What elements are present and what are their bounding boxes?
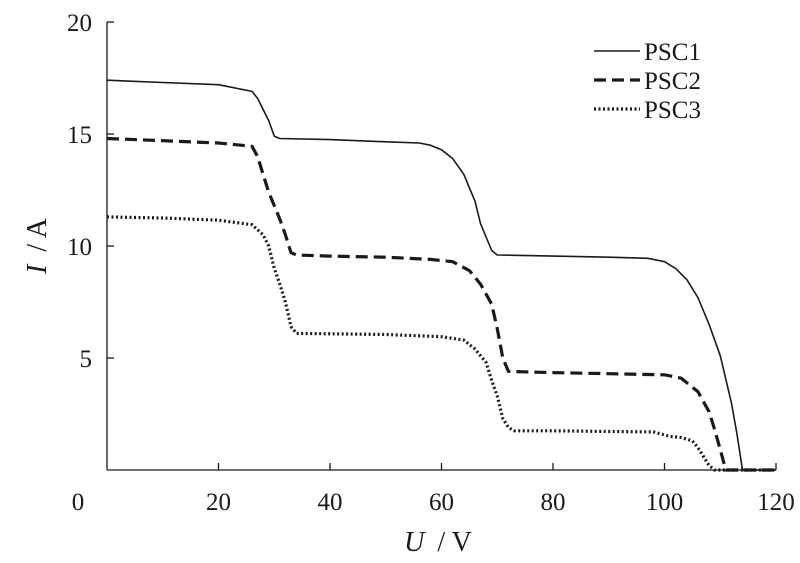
legend-label-psc3: PSC3 (644, 97, 701, 124)
y-tick-label: 5 (80, 346, 93, 373)
y-axis-variable: I (22, 263, 53, 275)
y-axis-unit: / A (22, 217, 53, 251)
legend-label-psc2: PSC2 (644, 68, 701, 95)
y-tick-label: 20 (67, 10, 92, 37)
series-line-psc1 (106, 79, 776, 471)
x-tick-label: 100 (646, 489, 684, 516)
x-tick-label: 0 (72, 489, 85, 516)
x-ticks: 0 20 40 60 80 100 120 (72, 463, 795, 516)
x-tick-label: 60 (429, 489, 454, 516)
x-axis-unit: / V (437, 527, 472, 558)
x-tick-label: 80 (541, 489, 566, 516)
y-tick-label: 10 (67, 234, 92, 261)
x-tick-label: 40 (318, 489, 343, 516)
legend-label-psc1: PSC1 (644, 39, 701, 66)
x-axis-title: U / V (404, 527, 472, 558)
x-axis-variable: U (404, 527, 426, 558)
y-tick-label: 15 (67, 122, 92, 149)
series-line-psc2 (106, 136, 776, 472)
series-line-psc3 (106, 215, 776, 472)
y-axis-title: I / A (22, 217, 53, 275)
y-ticks: 5 10 15 20 (67, 10, 114, 373)
series-layer (106, 79, 776, 472)
x-tick-label: 120 (757, 489, 795, 516)
x-tick-label: 20 (206, 489, 231, 516)
